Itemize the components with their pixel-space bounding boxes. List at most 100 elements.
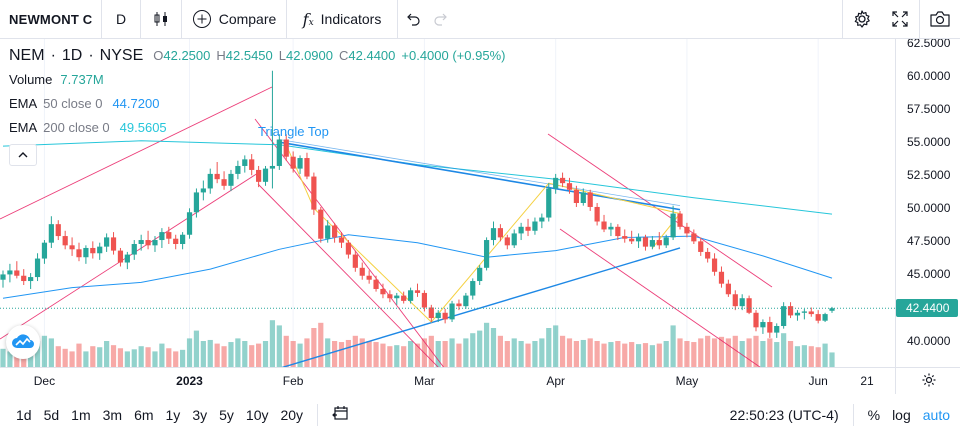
range-1y[interactable]: 1y: [165, 406, 181, 423]
clock-time[interactable]: 22:50:23 (UTC-4): [729, 406, 839, 423]
volume-bar: [483, 322, 490, 367]
volume-row[interactable]: Volume 7.737M: [9, 68, 505, 92]
ema200-row[interactable]: EMA 200 close 0 49.5605: [9, 116, 505, 140]
volume-bar: [401, 346, 407, 367]
indicators-label: Indicators: [320, 11, 382, 27]
volume-bar: [463, 338, 469, 367]
triangle-upper-line: [279, 139, 681, 207]
candle-body: [684, 226, 690, 234]
candle-body: [311, 176, 317, 210]
triangle-lower-line: [281, 247, 681, 367]
candle-body: [401, 295, 407, 301]
fullscreen-button[interactable]: [881, 0, 919, 38]
undo-icon: [405, 11, 421, 27]
volume-bar: [470, 333, 476, 367]
volume-bar: [663, 341, 669, 367]
candle-body: [166, 232, 172, 239]
ema200-value: 49.5605: [119, 120, 167, 135]
price-axis[interactable]: 62.5000 60.0000 57.5000 55.0000 52.5000 50.00…: [895, 36, 960, 367]
range-3m[interactable]: 3m: [102, 406, 123, 423]
candle-body: [290, 156, 296, 169]
fullscreen-icon: [891, 10, 909, 28]
open-value: O42.2500: [153, 48, 211, 63]
chevron-up-icon: [17, 143, 29, 167]
candle-body: [615, 226, 621, 237]
volume-bar: [110, 345, 117, 367]
candle-body: [504, 237, 510, 246]
volume-bar: [449, 338, 455, 367]
candle-body: [787, 306, 794, 316]
volume-bar: [753, 335, 759, 367]
volume-bar: [97, 347, 103, 367]
go-to-date-button[interactable]: [326, 405, 356, 424]
range-6m[interactable]: 6m: [134, 406, 154, 423]
price-chart[interactable]: [0, 39, 895, 367]
tradingview-logo[interactable]: [6, 325, 40, 359]
time-axis-label: May: [675, 374, 699, 388]
chart-type-button[interactable]: [141, 0, 181, 38]
time-axis-label: Dec: [33, 374, 56, 388]
volume-bar: [642, 343, 649, 367]
candle-body: [28, 277, 34, 282]
candle-body: [532, 221, 538, 231]
candle-body: [629, 238, 635, 242]
axis-settings-button[interactable]: [895, 367, 960, 394]
compare-button[interactable]: Compare: [182, 0, 286, 38]
percent-toggle[interactable]: %: [867, 406, 881, 423]
candle-body: [145, 240, 151, 246]
candle-body: [767, 322, 773, 333]
triangle-top-label[interactable]: Triangle Top: [258, 124, 329, 139]
volume-bar: [815, 347, 821, 367]
range-3y[interactable]: 3y: [192, 406, 208, 423]
candle-body: [14, 270, 20, 276]
screenshot-button[interactable]: [920, 0, 960, 38]
volume-bar: [256, 343, 262, 367]
high-value: H42.5450: [216, 48, 273, 63]
candle-body: [359, 267, 365, 276]
ema200-params: 200 close 0: [43, 120, 110, 135]
range-5d[interactable]: 5d: [43, 406, 60, 423]
compare-label: Compare: [218, 11, 277, 27]
settings-button[interactable]: [843, 0, 881, 38]
channel-line: [257, 183, 439, 367]
interval-button[interactable]: D: [115, 11, 127, 27]
volume-bar: [677, 338, 683, 367]
range-20y[interactable]: 20y: [280, 406, 304, 423]
range-5y[interactable]: 5y: [219, 406, 234, 423]
volume-bar: [34, 341, 41, 367]
candle-body: [304, 158, 310, 177]
volume-bar: [207, 339, 213, 367]
time-axis[interactable]: Dec 2023 Feb Mar Apr May Jun 21: [0, 367, 895, 394]
time-axis-label: Apr: [546, 374, 565, 388]
collapse-legend-button[interactable]: [9, 144, 37, 166]
volume-bar: [601, 343, 607, 367]
candle-body: [594, 206, 600, 222]
undo-button[interactable]: [398, 0, 428, 38]
candle-body: [649, 240, 655, 247]
volume-bar: [594, 341, 600, 367]
candle-body: [249, 159, 255, 170]
symbol-search[interactable]: NEWMONT C: [9, 11, 93, 27]
volume-bar: [760, 341, 766, 367]
range-1d[interactable]: 1d: [16, 406, 32, 423]
auto-toggle[interactable]: auto: [922, 406, 950, 423]
indicators-button[interactable]: fx Indicators: [287, 0, 397, 38]
volume-bar: [48, 338, 54, 367]
candle-body: [718, 271, 725, 284]
log-toggle[interactable]: log: [892, 406, 911, 423]
candle-body: [456, 303, 462, 307]
candle-body: [428, 307, 434, 319]
range-10y[interactable]: 10y: [245, 406, 269, 423]
redo-button[interactable]: [428, 0, 454, 38]
volume-bar: [739, 341, 745, 367]
ema50-row[interactable]: EMA 50 close 0 44.7200: [9, 92, 505, 116]
legend-interval: 1D: [61, 47, 83, 64]
volume-bar: [698, 338, 704, 367]
ema50-value: 44.7200: [112, 96, 160, 111]
divider: [286, 0, 287, 38]
volume-bar: [477, 330, 483, 367]
range-1m[interactable]: 1m: [71, 406, 91, 423]
candle-body: [131, 244, 137, 255]
candle-body: [691, 233, 697, 242]
candle-body: [124, 254, 130, 263]
